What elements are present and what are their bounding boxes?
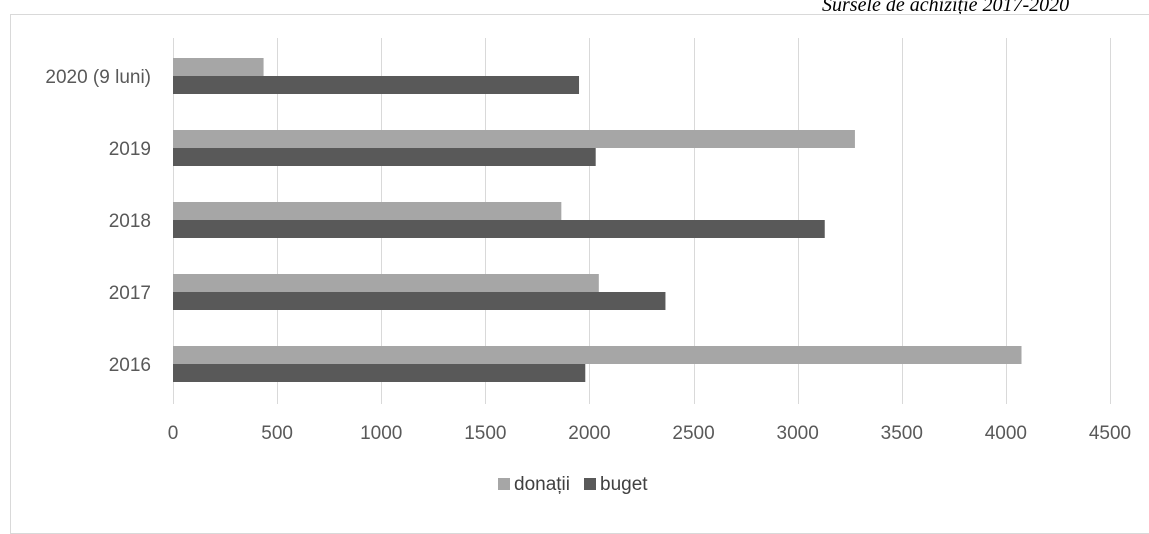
legend-swatch-buget [584, 478, 596, 490]
x-tick-500: 500 [261, 423, 293, 444]
bar-buget-2019 [173, 148, 596, 166]
bars [173, 58, 1022, 382]
x-tick-4000: 4000 [985, 423, 1027, 444]
legend-swatch-dona-ii [498, 478, 510, 490]
legend-label-buget: buget [600, 474, 648, 495]
x-tick-2500: 2500 [672, 423, 714, 444]
bar-buget-2017 [173, 292, 666, 310]
legend: donații buget [498, 474, 648, 495]
category-labels: 2016 2017 2018 2019 2020 (9 luni) [45, 67, 151, 376]
x-tick-3000: 3000 [777, 423, 819, 444]
x-tick-3500: 3500 [881, 423, 923, 444]
x-tick-1000: 1000 [360, 423, 402, 444]
x-tick-1500: 1500 [464, 423, 506, 444]
bar-buget-2020-9-luni [173, 76, 580, 94]
bar-buget-2018 [173, 220, 825, 238]
x-tick-4500: 4500 [1089, 423, 1131, 444]
x-tick-labels: 0 500 1000 1500 2000 2500 3000 3500 4000 4500 [168, 423, 1131, 444]
bar-buget-2016 [173, 364, 586, 382]
x-tick-0: 0 [168, 423, 179, 444]
bar-dona-ii-2017 [173, 274, 599, 292]
category-label-2019: 2019 [109, 139, 151, 160]
legend-label-dona-ii: donații [514, 474, 570, 495]
category-label-2020-9-luni: 2020 (9 luni) [45, 67, 151, 88]
category-label-2017: 2017 [109, 283, 151, 304]
bar-dona-ii-2018 [173, 202, 562, 220]
bar-dona-ii-2020-9-luni [173, 58, 264, 76]
category-label-2016: 2016 [109, 355, 151, 376]
bar-chart: 2016 2017 2018 2019 2020 (9 luni) 0 500 1000 15… [45, 38, 1131, 495]
bar-dona-ii-2016 [173, 346, 1022, 364]
bar-dona-ii-2019 [173, 130, 855, 148]
x-tick-2000: 2000 [568, 423, 610, 444]
chart-caption: Sursele de achiziție 2017-2020 [822, 0, 1070, 16]
category-label-2018: 2018 [109, 211, 151, 232]
